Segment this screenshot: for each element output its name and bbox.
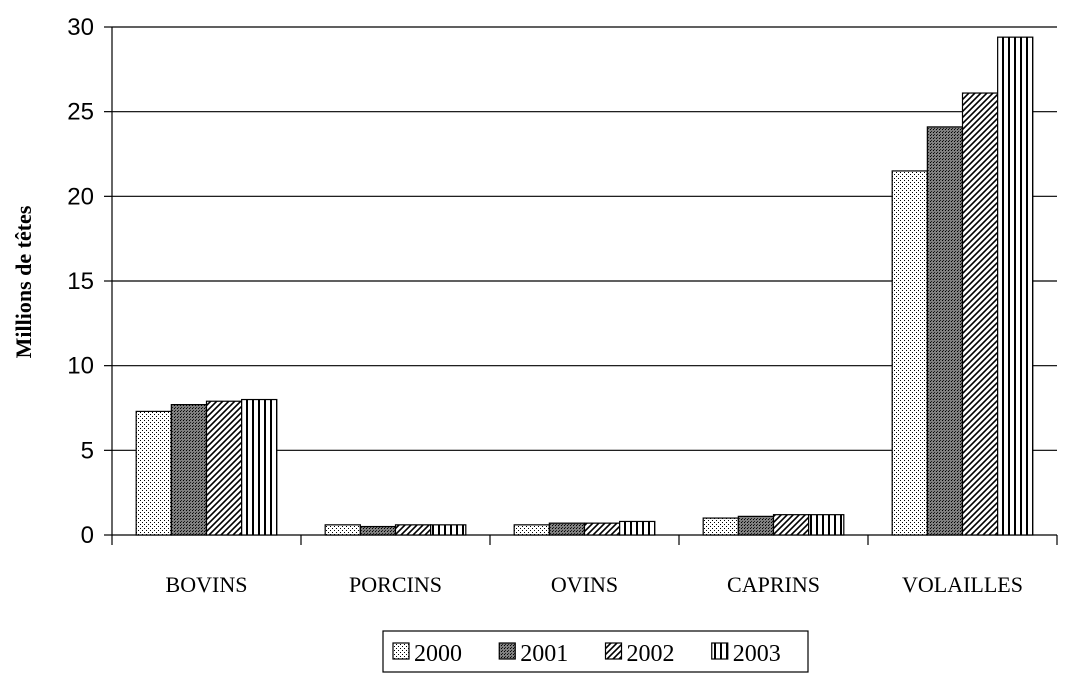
bar-2001-volailles bbox=[926, 126, 964, 536]
bar-2000-ovins bbox=[513, 524, 550, 536]
y-axis-title: Millions de têtes bbox=[11, 205, 36, 358]
bars bbox=[135, 36, 1034, 536]
legend-swatch-2001 bbox=[498, 642, 516, 660]
bar-2002-bovins bbox=[205, 400, 243, 536]
bar-2002-volailles bbox=[961, 92, 999, 536]
legend-box bbox=[382, 630, 809, 673]
x-tick-label: CAPRINS bbox=[727, 572, 820, 597]
y-tick-label: 25 bbox=[67, 99, 94, 126]
y-tick-label: 10 bbox=[67, 353, 94, 380]
legend: 2000 2001 2002 2003 bbox=[382, 630, 809, 673]
bar-2001-porcins bbox=[359, 525, 397, 536]
y-tick-label: 30 bbox=[67, 14, 94, 41]
x-axis: BOVINS PORCINS OVINS CAPRINS VOLAILLES bbox=[111, 534, 1058, 597]
x-tick-label: BOVINS bbox=[166, 572, 248, 597]
y-axis: 0 5 10 15 20 25 30 bbox=[67, 14, 113, 549]
legend-swatch-2003 bbox=[711, 642, 729, 660]
bar-2002-porcins bbox=[394, 524, 432, 536]
y-tick-label: 15 bbox=[67, 268, 94, 295]
bar-2001-bovins bbox=[170, 404, 208, 536]
bar-2002-ovins bbox=[583, 522, 621, 536]
bar-2001-ovins bbox=[548, 522, 586, 536]
bar-2002-caprins bbox=[772, 514, 810, 536]
bar-2003-caprins bbox=[808, 514, 845, 536]
legend-label-2002: 2002 bbox=[627, 641, 675, 667]
legend-label-2000: 2000 bbox=[414, 641, 462, 667]
bar-2001-caprins bbox=[737, 515, 775, 536]
y-tick-label: 20 bbox=[67, 183, 94, 210]
bar-2003-bovins bbox=[241, 398, 278, 536]
bar-2003-volailles bbox=[997, 36, 1034, 536]
x-tick-label: VOLAILLES bbox=[902, 572, 1023, 597]
bar-2000-volailles bbox=[891, 170, 928, 536]
x-tick-label: PORCINS bbox=[349, 572, 442, 597]
bar-2003-ovins bbox=[619, 520, 656, 536]
bar-2003-porcins bbox=[430, 524, 467, 536]
legend-label-2003: 2003 bbox=[733, 641, 781, 667]
y-tick-label: 0 bbox=[81, 522, 94, 549]
y-tick-label: 5 bbox=[81, 437, 94, 464]
legend-swatch-2000 bbox=[392, 642, 410, 660]
x-tick-label: OVINS bbox=[551, 572, 618, 597]
legend-label-2001: 2001 bbox=[520, 641, 568, 667]
bar-2000-porcins bbox=[324, 524, 361, 536]
bar-2000-bovins bbox=[135, 410, 172, 536]
bar-2000-caprins bbox=[702, 517, 739, 536]
legend-swatch-2002 bbox=[604, 642, 623, 660]
